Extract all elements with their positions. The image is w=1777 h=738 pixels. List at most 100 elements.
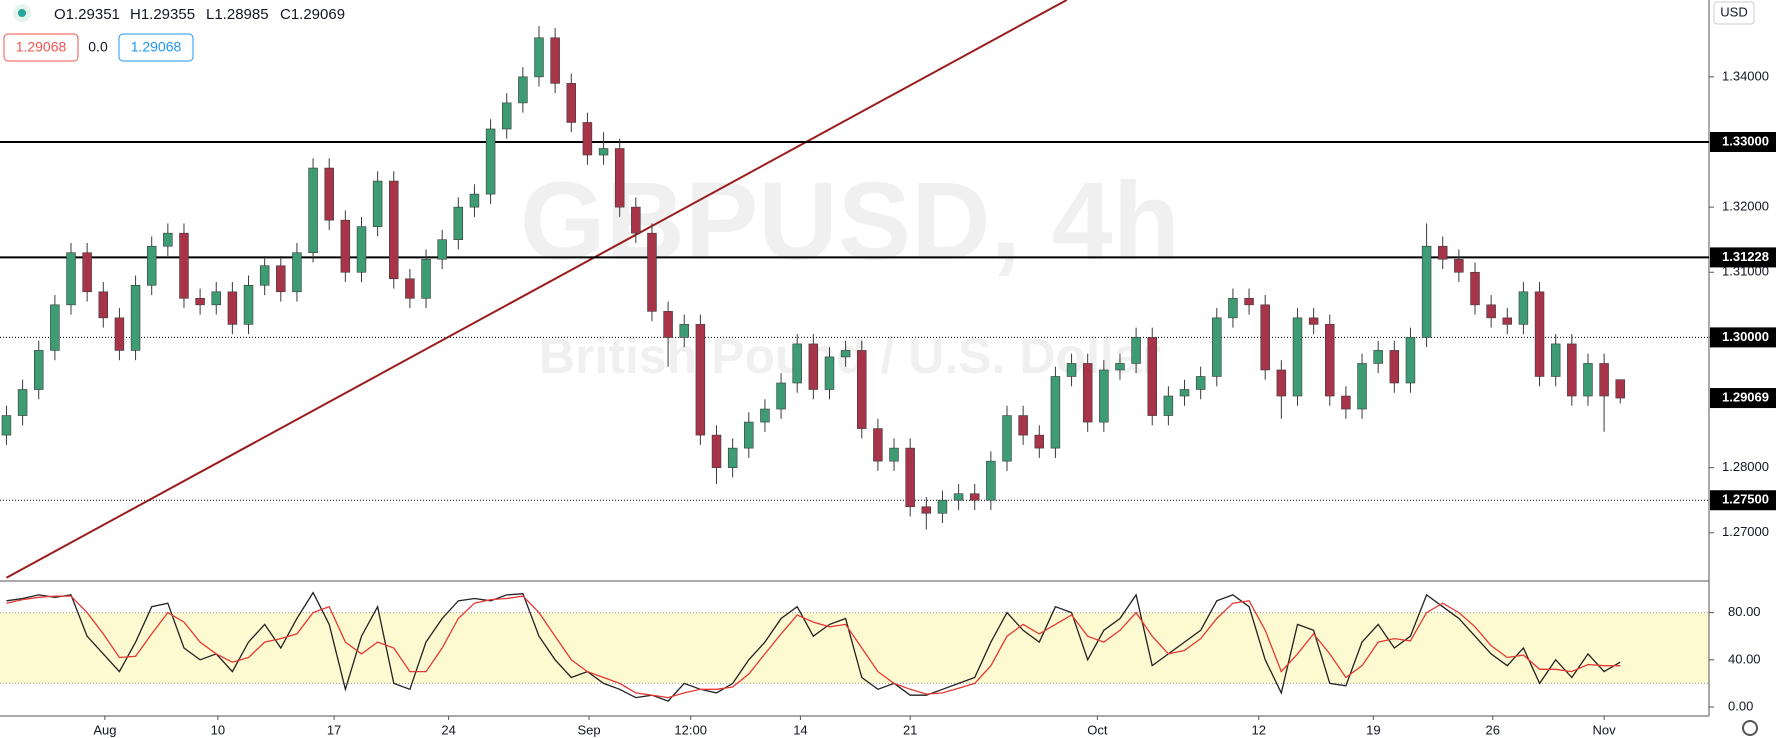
candle-body [840, 350, 851, 358]
candle-body [146, 245, 157, 286]
x-tick-label: 10 [211, 722, 225, 737]
candle-body [389, 180, 399, 280]
stoch-tick-label: 0.00 [1728, 698, 1753, 713]
candle-body [921, 506, 932, 514]
candle-body [792, 343, 802, 384]
candle-body [227, 291, 238, 325]
candle-body [1276, 369, 1287, 397]
candle-body [969, 493, 980, 501]
ohlc-high: H1.29355 [130, 6, 195, 23]
spread: 0.0 [88, 39, 108, 55]
ask-box[interactable] [118, 33, 194, 62]
candle-body [1615, 379, 1625, 399]
candle-body [292, 252, 302, 293]
candle-body [1018, 415, 1028, 436]
candle-body [889, 447, 899, 462]
candle-body [873, 428, 883, 462]
candle-body [1212, 317, 1222, 377]
candle-body [1437, 245, 1448, 260]
bid-box[interactable] [3, 33, 79, 62]
candle-body [808, 343, 819, 390]
level-label-box [1710, 247, 1776, 268]
candle-body [614, 148, 625, 208]
candle-body [1195, 376, 1206, 390]
candle-body [1308, 317, 1319, 325]
bid[interactable]: 1.29068 [16, 39, 67, 55]
y-tick-label: 1.34000 [1722, 68, 1769, 83]
candle-body [1534, 291, 1545, 377]
last-price-label: 1.29069 [1722, 389, 1769, 404]
candle-body [469, 193, 480, 208]
candle-body [437, 239, 447, 260]
settings-icon[interactable] [1742, 720, 1758, 736]
candle-body [1470, 271, 1480, 306]
candle-body [760, 408, 770, 423]
x-tick-label: 12:00 [674, 722, 707, 737]
x-tick-label: 26 [1486, 722, 1500, 737]
candle-body [1082, 363, 1093, 423]
currency-box[interactable] [1713, 1, 1755, 25]
candle-body [566, 83, 577, 123]
x-tick-label: 14 [793, 722, 807, 737]
candle-body [1357, 363, 1367, 410]
currency[interactable]: USD [1720, 4, 1747, 19]
candle-body [179, 232, 189, 299]
level-label: 1.27500 [1722, 492, 1769, 507]
candle-body [1518, 291, 1529, 325]
level-label-box [1710, 490, 1776, 511]
level-label-box [1710, 327, 1776, 348]
candle-body [114, 317, 125, 351]
candle-body [308, 167, 318, 254]
candle-body [82, 252, 92, 293]
candle-body [1567, 343, 1577, 397]
y-tick-label: 1.31000 [1722, 264, 1769, 279]
candle-body [518, 76, 528, 104]
candle-body [1325, 324, 1335, 397]
level-label: 1.30000 [1722, 329, 1769, 344]
ask[interactable]: 1.29068 [131, 39, 182, 55]
candle-body [534, 37, 544, 78]
candle-body [647, 232, 657, 312]
candle-body [986, 460, 996, 501]
candle-body [1099, 369, 1109, 423]
x-tick-label: 21 [903, 722, 917, 737]
candle-body [550, 37, 560, 84]
candle-body [405, 278, 415, 299]
status-dot [18, 9, 26, 17]
candle-body [1228, 298, 1238, 319]
candle-body [582, 122, 593, 156]
candle-body [711, 434, 722, 468]
candle-body [1486, 304, 1496, 319]
stoch-tick-label: 40.00 [1728, 651, 1761, 666]
candle-body [421, 258, 431, 299]
candle-body [857, 350, 867, 429]
stoch-band [0, 612, 1709, 684]
candle-body [953, 493, 964, 501]
candle-body [1599, 363, 1609, 397]
candle-body [1292, 317, 1303, 397]
candle-body [50, 304, 60, 351]
candle-body [1454, 258, 1464, 273]
gear[interactable] [1742, 720, 1758, 736]
candle-body [598, 148, 609, 156]
candle-body [1131, 337, 1141, 364]
candle-body [195, 298, 205, 306]
candle-body [1373, 350, 1383, 364]
x-tick-label: 19 [1366, 722, 1380, 737]
header: O1.29351 H1.29355 L1.28985 C1.29069 1.29… [3, 4, 345, 62]
candle-body [1421, 245, 1432, 338]
last-price-box [1710, 388, 1776, 409]
candle-body [1050, 376, 1061, 449]
candle-body [1115, 363, 1125, 371]
candle-body [33, 350, 44, 390]
watermark-symbol: GBPUSD, 4h [520, 160, 1180, 283]
candle-body [631, 206, 641, 234]
y-tick-label: 1.32000 [1722, 199, 1769, 214]
candle-body [1002, 415, 1012, 462]
x-tick-label: 12 [1252, 722, 1266, 737]
x-tick-label: 17 [327, 722, 341, 737]
candle-body [663, 311, 673, 338]
